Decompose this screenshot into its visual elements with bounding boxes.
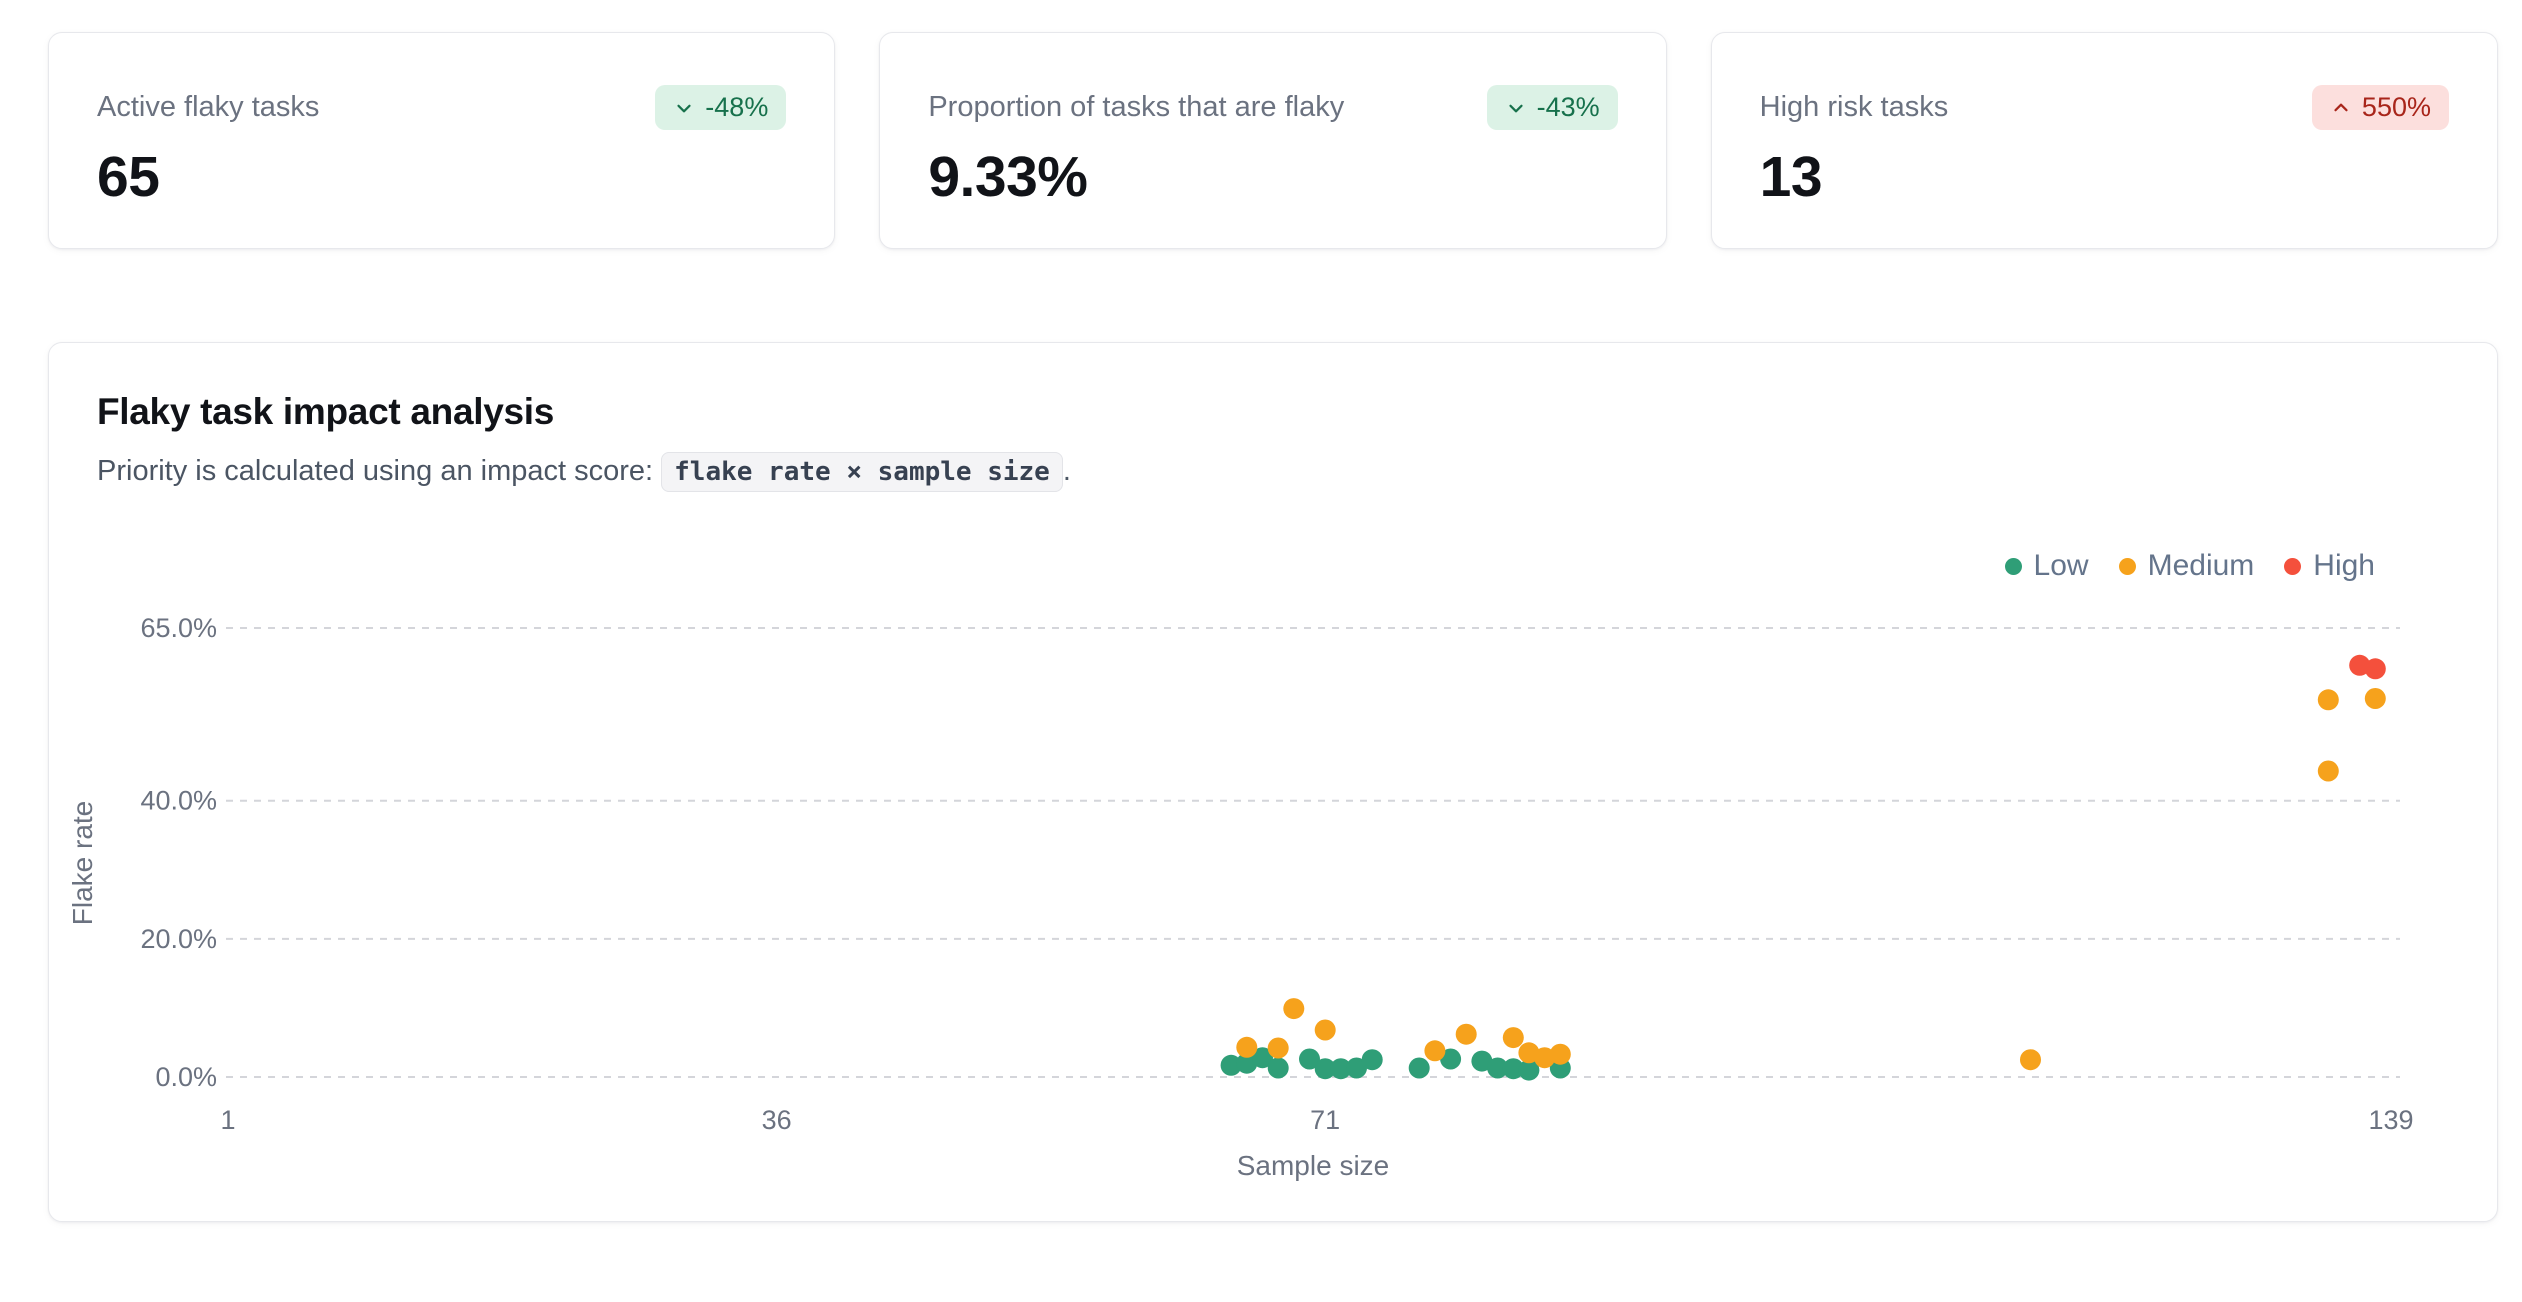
subtitle-text: Priority is calculated using an impact s… [97, 455, 662, 487]
stats-row: Active flaky tasks -48% 65 Proportion of… [48, 32, 2498, 249]
stat-card-high-risk-tasks: High risk tasks 550% 13 [1710, 32, 2498, 249]
delta-badge: -48% [655, 85, 787, 130]
stat-label: High risk tasks [1759, 91, 1949, 123]
scatter-point-low [1267, 1057, 1289, 1079]
stat-label: Proportion of tasks that are flaky [928, 91, 1345, 123]
delta-value: -48% [705, 92, 769, 122]
legend-label: Medium [2147, 549, 2255, 582]
legend-label: High [2313, 549, 2375, 582]
legend-item-medium[interactable]: Medium [2118, 549, 2255, 583]
y-axis-tick-label: 0.0% [155, 1062, 217, 1092]
delta-value: -43% [1536, 92, 1600, 122]
stat-label: Active flaky tasks [97, 91, 320, 123]
stat-value: 9.33% [928, 145, 1088, 209]
chart-header: Flaky task impact analysis Priority is c… [49, 343, 2497, 492]
x-axis-tick-label: 139 [2368, 1105, 2413, 1135]
delta-badge: 550% [2311, 85, 2449, 130]
x-axis-tick-label: 1 [220, 1105, 235, 1135]
legend-label: Low [2033, 549, 2089, 582]
chevron-down-icon [1509, 104, 1523, 112]
scatter-point-medium [1283, 998, 1305, 1020]
scatter-point-low [1440, 1048, 1462, 1070]
y-axis-tick-label: 65.0% [140, 613, 217, 643]
x-axis-tick-label: 36 [762, 1105, 792, 1135]
chart-title: Flaky task impact analysis [97, 391, 555, 432]
points-layer [1220, 654, 2386, 1081]
scatter-point-low [1361, 1049, 1383, 1071]
scatter-point-medium [1236, 1036, 1258, 1058]
subtitle-suffix: . [1062, 455, 1071, 487]
x-axis-title: Sample size [1237, 1150, 1390, 1181]
scatter-point-medium [2020, 1049, 2041, 1071]
y-axis-tick-label: 40.0% [140, 786, 217, 816]
scatter-point-medium [1314, 1019, 1336, 1041]
scatter-point-low [1220, 1054, 1242, 1076]
scatter-point-medium [2317, 689, 2339, 711]
delta-badge: -43% [1486, 85, 1618, 130]
scatter-point-medium [1502, 1027, 1524, 1049]
chevron-down-icon [677, 104, 691, 112]
scatter-point-medium [1455, 1023, 1477, 1045]
impact-formula-chip: flake rate × sample size [661, 452, 1063, 492]
scatter-point-low [1252, 1047, 1273, 1069]
scatter-point-medium [1549, 1043, 1571, 1065]
scatter-point-low [1299, 1048, 1320, 1070]
scatter-point-low [1346, 1057, 1367, 1079]
legend-dot-icon [2284, 557, 2302, 575]
y-axis-title: Flake rate [67, 801, 98, 926]
scatter-point-medium [2364, 688, 2386, 709]
scatter-point-medium [1424, 1040, 1446, 1062]
scatter-point-medium [2317, 760, 2339, 782]
scatter-point-low [1408, 1057, 1430, 1079]
chart-subtitle: Priority is calculated using an impact s… [97, 452, 2449, 492]
legend-dot-icon [2004, 557, 2022, 575]
tick-layer: 0.0% 20.0% 40.0% 65.0% 1 36 71 139 [140, 613, 2413, 1135]
chart-legend: Low Medium High [2004, 549, 2375, 583]
scatter-point-low [1502, 1058, 1524, 1080]
scatter-point-low [1330, 1058, 1352, 1080]
scatter-point-low [1471, 1050, 1493, 1072]
grid-layer [226, 627, 2400, 1078]
stat-value: 13 [1759, 145, 1823, 209]
x-axis-tick-label: 71 [1310, 1105, 1340, 1135]
scatter-point-low [1518, 1059, 1540, 1081]
chevron-up-icon [2334, 103, 2348, 111]
delta-value: 550% [2361, 92, 2431, 122]
legend-item-high[interactable]: High [2284, 549, 2375, 583]
stat-card-active-flaky-tasks: Active flaky tasks -48% 65 [48, 32, 836, 249]
flaky-impact-analysis-card: Flaky task impact analysis Priority is c… [48, 342, 2498, 1222]
scatter-point-high [2364, 658, 2386, 680]
scatter-point-low [1314, 1058, 1336, 1080]
scatter-point-medium [1534, 1047, 1556, 1069]
y-axis-tick-label: 20.0% [140, 924, 217, 954]
stat-value: 65 [97, 145, 160, 209]
impact-scatter-chart: 0.0% 20.0% 40.0% 65.0% 1 36 71 139 Flake rate S… [67, 613, 2414, 1181]
legend-item-low[interactable]: Low [2004, 549, 2089, 583]
stat-card-flaky-proportion: Proportion of tasks that are flaky -43% … [879, 32, 1667, 249]
scatter-point-low [1487, 1057, 1509, 1079]
dashboard-page: { "stats": { "cards": [ {"label": "Activ… [0, 32, 2522, 1302]
scatter-point-medium [1267, 1037, 1289, 1059]
legend-dot-icon [2118, 557, 2136, 575]
